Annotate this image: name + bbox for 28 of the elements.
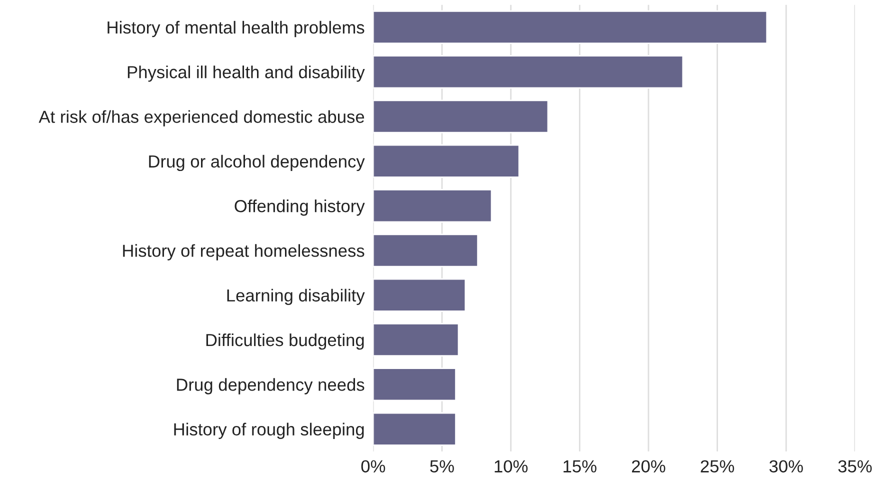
bar	[373, 323, 460, 357]
x-tick-label: 20%	[632, 460, 666, 472]
bar	[373, 278, 466, 312]
bar	[373, 368, 456, 402]
x-tick-label: 10%	[494, 460, 528, 472]
y-tick-label: At risk of/has experienced domestic abuse	[38, 110, 364, 126]
bar	[373, 234, 478, 268]
x-tick-label: 25%	[700, 460, 734, 472]
x-tick-label: 0%	[361, 460, 386, 472]
y-tick-label: Drug or alcohol dependency	[149, 154, 365, 172]
y-tick-label: History of repeat homelessness	[123, 244, 364, 260]
y-tick-label: Offending history	[234, 200, 365, 216]
y-tick-label: Drug dependency needs	[177, 378, 364, 394]
y-tick-label: History of rough sleeping	[174, 422, 364, 439]
x-tick-label: 30%	[769, 460, 803, 472]
x-tick-label: 15%	[564, 460, 596, 472]
bar	[373, 100, 549, 134]
bar	[373, 144, 520, 178]
x-tick-label: 5%	[430, 460, 454, 472]
y-tick-label: Physical ill health and disability	[128, 66, 365, 82]
bar	[373, 189, 492, 223]
x-tick-label: 35%	[838, 460, 872, 472]
y-tick-label: Learning disability	[227, 288, 365, 306]
y-tick-label: History of mental health problems	[108, 20, 364, 38]
y-tick-label: Difficulties budgeting	[206, 333, 364, 350]
bar	[373, 10, 768, 44]
bar	[373, 55, 684, 89]
bar	[373, 412, 456, 446]
